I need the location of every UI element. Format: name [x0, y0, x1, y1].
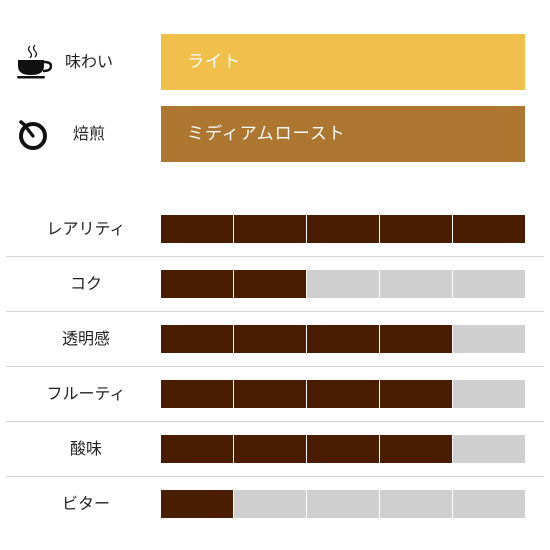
rating-bar	[161, 490, 525, 518]
rating-label: 酸味	[69, 439, 102, 458]
rating-segment-empty	[453, 490, 525, 518]
coffee-cup-icon	[16, 44, 53, 80]
rating-segment-empty	[453, 325, 525, 353]
rating-segment-empty	[380, 490, 452, 518]
rating-segment-filled	[453, 215, 525, 243]
rating-label: レアリティ	[46, 219, 126, 238]
rating-row-body: コク	[0, 256, 550, 311]
rating-row-rarity: レアリティ	[0, 201, 550, 256]
rating-segment-filled	[307, 380, 379, 408]
flavor-label: 味わい	[64, 52, 113, 71]
roast-row: 焙煎 ミディアムロースト	[0, 106, 550, 162]
rating-bar	[161, 270, 525, 298]
row-divider	[6, 311, 544, 312]
rating-segment-filled	[161, 325, 233, 353]
rating-label: フルーティ	[46, 384, 126, 403]
row-divider	[6, 476, 544, 477]
flavor-row: 味わい ライト	[0, 34, 550, 90]
timer-icon	[16, 116, 52, 152]
rating-segment-filled	[161, 215, 233, 243]
rating-segment-filled	[234, 380, 306, 408]
rating-segment-filled	[234, 215, 306, 243]
flavor-value: ライト	[161, 34, 525, 90]
rating-segment-filled	[234, 270, 306, 298]
row-divider	[6, 421, 544, 422]
rating-row-fruity: フルーティ	[0, 366, 550, 421]
rating-label: コク	[69, 274, 102, 293]
rating-bar	[161, 215, 525, 243]
rating-segment-empty	[453, 435, 525, 463]
rating-row-clarity: 透明感	[0, 311, 550, 366]
rating-segment-empty	[307, 270, 379, 298]
rating-label: ビター	[61, 494, 110, 513]
rating-row-bitter: ビター	[0, 476, 550, 531]
rating-label: 透明感	[61, 329, 110, 348]
rating-segment-filled	[307, 435, 379, 463]
rating-segment-filled	[161, 380, 233, 408]
rating-segment-empty	[453, 270, 525, 298]
rating-segment-filled	[380, 325, 452, 353]
rating-segment-empty	[234, 490, 306, 518]
roast-value: ミディアムロースト	[161, 106, 525, 162]
rating-segment-filled	[307, 215, 379, 243]
row-divider	[6, 366, 544, 367]
rating-segment-empty	[307, 490, 379, 518]
rating-bar	[161, 325, 525, 353]
rating-segment-filled	[161, 490, 233, 518]
rating-segment-empty	[380, 270, 452, 298]
rating-segment-filled	[161, 435, 233, 463]
rating-segment-filled	[380, 380, 452, 408]
roast-label: 焙煎	[72, 124, 105, 143]
rating-bar	[161, 435, 525, 463]
rating-bar	[161, 380, 525, 408]
rating-segment-empty	[453, 380, 525, 408]
rating-segment-filled	[307, 325, 379, 353]
rating-row-acidity: 酸味	[0, 421, 550, 476]
rating-segment-filled	[234, 435, 306, 463]
rating-segment-filled	[161, 270, 233, 298]
rating-segment-filled	[380, 215, 452, 243]
rating-segment-filled	[380, 435, 452, 463]
rating-segment-filled	[234, 325, 306, 353]
row-divider	[6, 256, 544, 257]
